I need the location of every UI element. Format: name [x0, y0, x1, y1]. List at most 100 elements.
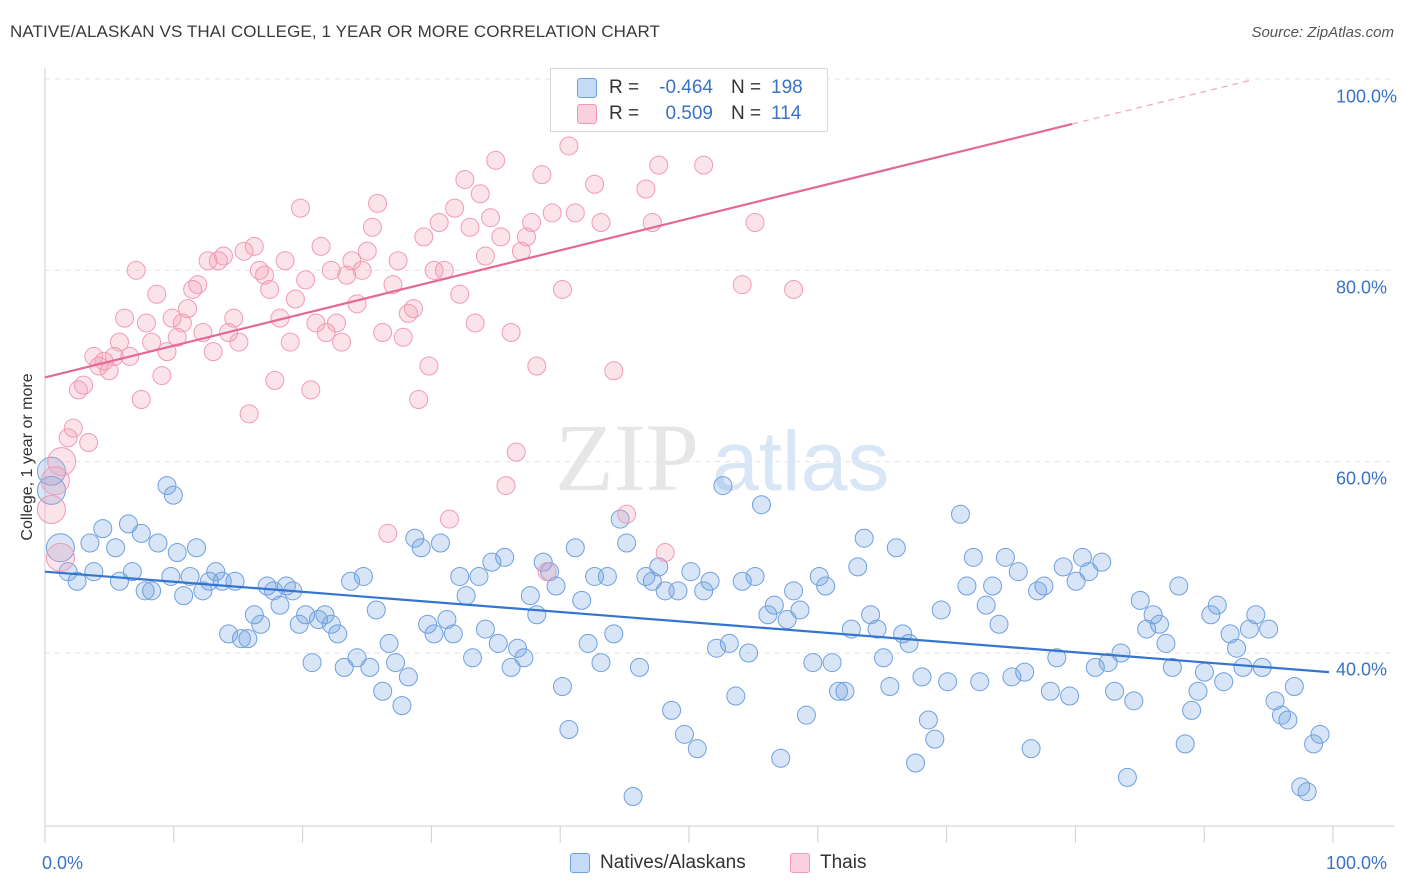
native-point — [906, 753, 926, 773]
thai-point — [326, 313, 346, 333]
native-point — [315, 605, 335, 625]
native-point — [1278, 710, 1298, 730]
thai-point — [131, 389, 151, 409]
thai-point — [332, 332, 352, 352]
native-point — [1053, 557, 1073, 577]
native-point — [302, 653, 322, 673]
thai-point — [745, 213, 765, 232]
thai-point — [260, 279, 280, 299]
native-point — [187, 538, 207, 558]
thai-point — [542, 203, 562, 223]
thai-point — [188, 275, 208, 295]
thai-point — [522, 213, 542, 232]
native-point — [405, 528, 425, 548]
thai-point — [109, 332, 129, 352]
native-point — [1150, 614, 1170, 634]
native-point — [546, 576, 566, 596]
x-tick-label-0: 0.0% — [42, 853, 84, 873]
native-point — [751, 495, 771, 515]
thai-point — [244, 236, 264, 256]
native-point — [1188, 681, 1208, 701]
thai-point — [172, 313, 192, 333]
thai-point — [316, 323, 336, 343]
native-point — [1175, 734, 1195, 754]
thai-point — [393, 327, 413, 347]
native-point — [84, 562, 104, 582]
thai-point — [496, 476, 516, 496]
thai-point — [537, 562, 557, 582]
native-point — [668, 581, 688, 601]
thai-point — [362, 217, 382, 237]
native-point — [193, 581, 213, 601]
thai-point — [255, 265, 275, 285]
thai-point — [383, 275, 403, 295]
thai-point — [481, 208, 501, 228]
native-point — [533, 552, 553, 572]
native-point — [270, 595, 290, 615]
thai-point — [649, 155, 669, 175]
native-point — [976, 595, 996, 615]
native-point — [1265, 691, 1285, 711]
thai-point — [296, 270, 316, 290]
native-point — [938, 672, 958, 692]
native-point — [1002, 667, 1022, 687]
native-point — [463, 648, 483, 668]
native-point — [148, 533, 168, 553]
native-point — [167, 543, 187, 563]
bottom-legend-swatch-blue — [570, 853, 590, 873]
native-point — [963, 547, 983, 567]
thai-point — [655, 543, 675, 563]
bottom-legend-thais: Thais — [790, 852, 866, 874]
native-point — [520, 586, 540, 606]
thai-point — [414, 227, 434, 247]
thai-point — [198, 251, 218, 271]
native-point — [925, 729, 945, 749]
source-label: Source: ZipAtlas.com — [1251, 24, 1394, 41]
native-point — [93, 519, 113, 539]
native-point — [1239, 619, 1259, 639]
native-point — [1047, 648, 1067, 668]
trend-line-thais — [44, 122, 1073, 379]
native-point — [995, 547, 1015, 567]
thai-point — [224, 308, 244, 328]
native-point — [1304, 734, 1324, 754]
thai-point — [378, 523, 398, 543]
grid-lines — [45, 78, 1394, 654]
native-point — [1092, 552, 1112, 572]
native-point — [829, 681, 849, 701]
native-point — [674, 724, 694, 744]
native-point — [1284, 676, 1304, 696]
thai-point — [419, 356, 439, 376]
watermark-atlas: atlas — [712, 414, 889, 508]
native-point — [662, 700, 682, 720]
thai-point — [40, 466, 70, 496]
thai-point — [491, 227, 511, 247]
native-point — [899, 633, 919, 653]
native-point — [707, 638, 727, 658]
bottom-legend-label-natives: Natives/Alaskans — [600, 852, 746, 873]
native-point — [238, 629, 258, 649]
native-point — [328, 624, 348, 644]
native-point — [1105, 681, 1125, 701]
native-point — [552, 676, 572, 696]
native-point — [848, 557, 868, 577]
native-point — [1246, 605, 1266, 625]
native-point — [443, 624, 463, 644]
thai-point — [36, 495, 66, 524]
bottom-legend: Natives/Alaskans Thais — [0, 852, 1406, 878]
native-point — [777, 610, 797, 630]
legend-n-label: N = — [731, 103, 762, 124]
thai-point — [388, 251, 408, 271]
native-point — [713, 476, 733, 496]
native-point — [604, 624, 624, 644]
native-point — [456, 586, 476, 606]
thai-point — [167, 327, 187, 347]
native-point — [488, 633, 508, 653]
native-point — [501, 657, 521, 677]
thai-point — [532, 165, 552, 185]
thai-point — [465, 313, 485, 333]
native-point — [231, 629, 251, 649]
native-point — [142, 581, 162, 601]
native-point — [1124, 691, 1144, 711]
